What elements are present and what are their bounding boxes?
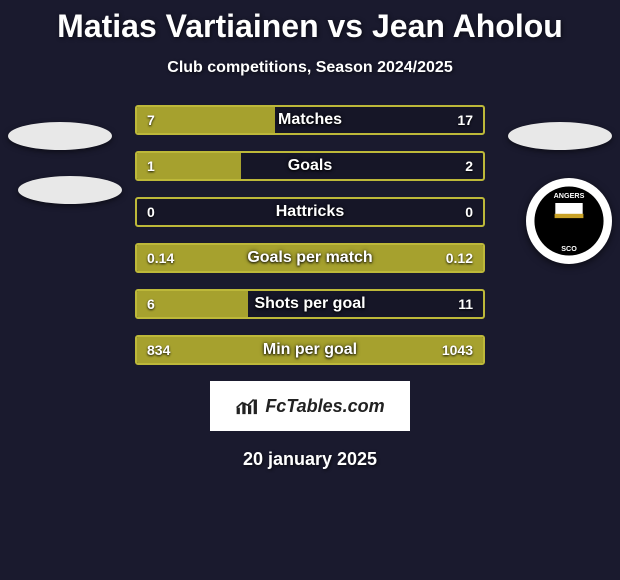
club-badge-angers: ANGERS SCO bbox=[526, 178, 612, 264]
bar-right-value: 0 bbox=[455, 199, 483, 225]
subtitle: Club competitions, Season 2024/2025 bbox=[0, 59, 620, 77]
comparison-bars: 7 Matches 17 1 Goals 2 0 Hattricks 0 0.1… bbox=[135, 105, 485, 365]
bar-hattricks: 0 Hattricks 0 bbox=[135, 197, 485, 227]
bar-right-value: 1043 bbox=[432, 337, 483, 363]
bar-right-value: 0.12 bbox=[436, 245, 483, 271]
page-title: Matias Vartiainen vs Jean Aholou bbox=[0, 0, 620, 45]
fctables-logo: FcTables.com bbox=[210, 381, 410, 431]
avatar-right-1 bbox=[508, 122, 612, 150]
bar-goals: 1 Goals 2 bbox=[135, 151, 485, 181]
bar-matches: 7 Matches 17 bbox=[135, 105, 485, 135]
bar-right-value: 2 bbox=[455, 153, 483, 179]
avatar-left-2 bbox=[18, 176, 122, 204]
bar-goals-per-match: 0.14 Goals per match 0.12 bbox=[135, 243, 485, 273]
avatar-left-1 bbox=[8, 122, 112, 150]
bar-right-value: 17 bbox=[447, 107, 483, 133]
bar-fill bbox=[137, 245, 483, 271]
svg-text:SCO: SCO bbox=[561, 244, 577, 253]
bar-label: Hattricks bbox=[137, 199, 483, 225]
logo-text: FcTables.com bbox=[265, 396, 384, 417]
bar-left-value: 0.14 bbox=[137, 245, 184, 271]
barchart-icon bbox=[235, 395, 261, 417]
bar-shots-per-goal: 6 Shots per goal 11 bbox=[135, 289, 485, 319]
bar-right-value: 11 bbox=[448, 291, 483, 317]
bar-left-value: 0 bbox=[137, 199, 165, 225]
date: 20 january 2025 bbox=[0, 449, 620, 470]
bar-left-value: 834 bbox=[137, 337, 180, 363]
bar-left-value: 1 bbox=[137, 153, 165, 179]
bar-left-value: 6 bbox=[137, 291, 165, 317]
bar-left-value: 7 bbox=[137, 107, 165, 133]
svg-text:ANGERS: ANGERS bbox=[554, 191, 585, 200]
bar-min-per-goal: 834 Min per goal 1043 bbox=[135, 335, 485, 365]
